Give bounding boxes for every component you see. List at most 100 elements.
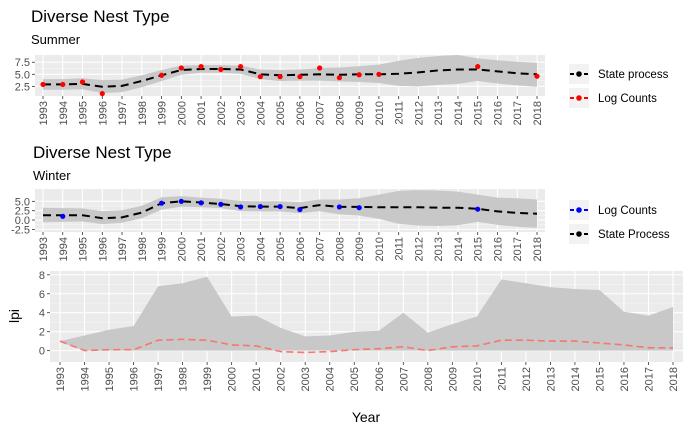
winter-log-count-point [178, 198, 184, 204]
winter-x-tick-label: 2006 [295, 237, 307, 261]
winter-x-tick-label: 1997 [117, 237, 129, 261]
lpi-x-tick-label: 2015 [594, 367, 606, 391]
winter-legend-key-point [576, 231, 582, 237]
lpi-chart: 0 2 4 6 8 1993 1994 1995 1996 1997 1998 1999 2000 20… [6, 270, 683, 425]
lpi-y-axis: 0 2 4 6 8 [39, 270, 50, 358]
winter-x-tick-label: 2008 [334, 237, 346, 261]
summer-log-count-point [317, 65, 323, 71]
summer-x-tick-label: 2015 [473, 101, 485, 125]
lpi-state-line [59, 338, 673, 354]
lpi-x-tick-label: 2014 [570, 367, 582, 391]
lpi-x-axis: 1993 1994 1995 1996 1997 1998 1999 2000 2001 2002… [55, 362, 680, 391]
winter-state-line [43, 200, 538, 220]
winter-confidence-ribbon [43, 190, 537, 228]
lpi-x-tick-label: 2010 [472, 367, 484, 391]
summer-x-tick-label: 2017 [512, 101, 524, 125]
summer-x-tick-label: 2013 [433, 101, 445, 125]
lpi-x-tick-label: 1996 [129, 367, 141, 391]
summer-y-tick-label: 2.5 [15, 81, 30, 93]
summer-chart-subtitle: Summer [31, 32, 81, 47]
winter-legend: Log Counts State Process [567, 194, 685, 246]
winter-legend-key-point [576, 207, 582, 213]
summer-log-count-point [238, 63, 244, 70]
winter-log-count-point [238, 204, 244, 210]
summer-x-tick-label: 1999 [157, 101, 169, 125]
lpi-x-tick-label: 1995 [104, 367, 116, 391]
summer-x-tick-label: 2012 [413, 101, 425, 125]
summer-lines [43, 68, 538, 88]
lpi-x-tick-label: 2001 [251, 367, 263, 391]
summer-x-tick-label: 2009 [354, 101, 366, 125]
summer-y-tick-label: 7.5 [15, 57, 30, 69]
winter-legend-label: Log Counts [598, 205, 657, 217]
winter-x-tick-label: 2002 [216, 237, 228, 261]
lpi-x-axis-title: Year [352, 409, 381, 425]
winter-x-tick-label: 2014 [453, 237, 465, 261]
winter-x-tick-label: 2015 [473, 237, 485, 261]
summer-log-count-point [198, 63, 204, 70]
summer-x-tick-label: 1997 [117, 101, 129, 125]
summer-log-count-point [534, 73, 540, 79]
lpi-x-tick-label: 2017 [644, 367, 656, 391]
winter-x-tick-label: 2009 [354, 237, 366, 261]
summer-x-tick-label: 1998 [137, 101, 149, 125]
lpi-confidence-ribbon [60, 276, 673, 351]
summer-x-tick-label: 2007 [315, 101, 327, 125]
summer-log-count-point [158, 72, 165, 78]
summer-y-axis: 2.55.07.5 [15, 57, 35, 93]
winter-x-tick-label: 2000 [176, 237, 188, 261]
winter-log-count-point [336, 204, 342, 210]
winter-log-count-point [257, 203, 263, 210]
winter-x-tick-label: 2013 [433, 237, 445, 261]
summer-chart: Diverse Nest Type Summer 2.55.07.5 1993 1… [15, 7, 685, 125]
lpi-x-tick-label: 2016 [619, 367, 631, 391]
winter-x-tick-label: 1996 [97, 237, 109, 261]
winter-x-tick-label: 2004 [255, 237, 267, 261]
winter-log-count-point [198, 200, 204, 206]
winter-y-tick-label: -2.5 [11, 224, 30, 236]
summer-x-tick-label: 2011 [394, 101, 406, 125]
summer-log-count-point [218, 66, 224, 73]
winter-chart-subtitle: Winter [33, 168, 71, 183]
winter-log-count-point [158, 200, 165, 206]
summer-x-tick-label: 2003 [236, 101, 248, 125]
winter-log-count-point [218, 201, 224, 207]
summer-legend-label: Log Counts [598, 93, 657, 105]
lpi-x-tick-label: 2002 [276, 367, 288, 391]
winter-x-tick-label: 2012 [413, 237, 425, 261]
lpi-x-tick-label: 1994 [80, 367, 92, 391]
summer-x-tick-label: 2008 [334, 101, 346, 125]
summer-legend: State process Log Counts [567, 58, 685, 110]
summer-log-count-point [277, 74, 283, 80]
lpi-x-tick-label: 2018 [668, 367, 680, 391]
winter-x-tick-label: 2003 [236, 237, 248, 261]
summer-log-count-point [356, 72, 362, 78]
winter-log-count-point [475, 206, 481, 212]
summer-log-count-point [297, 74, 303, 80]
lpi-y-axis-title: lpi [6, 309, 22, 323]
lpi-x-tick-label: 2007 [398, 367, 410, 391]
winter-y-axis: -2.50.02.55.0 [11, 196, 35, 236]
winter-x-tick-label: 1998 [137, 237, 149, 261]
summer-x-tick-label: 1994 [58, 101, 70, 125]
lpi-ribbon-area [60, 276, 673, 351]
winter-log-count-point [277, 203, 283, 210]
lpi-y-tick-label: 2 [39, 327, 45, 339]
summer-points [40, 63, 540, 97]
lpi-x-tick-label: 1999 [202, 367, 214, 391]
summer-log-count-point [60, 81, 66, 88]
winter-x-tick-label: 2010 [374, 237, 386, 261]
summer-x-tick-label: 2006 [295, 101, 307, 125]
winter-chart: Diverse Nest Type Winter -2.50.02.55.0 1… [11, 143, 685, 261]
lpi-x-tick-label: 2004 [325, 367, 337, 391]
summer-x-tick-label: 1996 [97, 101, 109, 125]
winter-log-count-point [356, 205, 362, 211]
summer-x-tick-label: 2001 [196, 101, 208, 125]
summer-x-tick-label: 1993 [38, 101, 50, 125]
summer-log-count-point [99, 90, 105, 97]
winter-x-tick-label: 2018 [532, 237, 544, 261]
lpi-x-tick-label: 2011 [496, 367, 508, 391]
winter-x-axis: 1993 1994 1995 1996 1997 1998 1999 2000 2001 2002… [38, 232, 544, 261]
winter-y-tick-label: 2.5 [15, 206, 30, 218]
summer-x-tick-label: 2016 [493, 101, 505, 125]
